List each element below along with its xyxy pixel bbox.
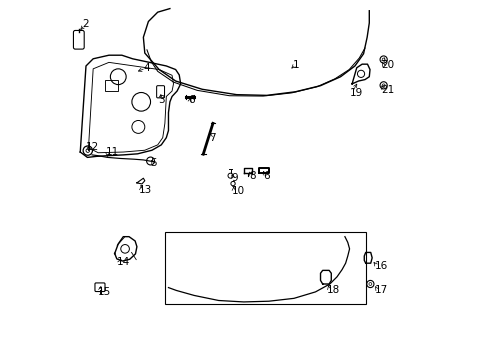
Text: 19: 19	[349, 88, 362, 98]
Bar	[105, 80, 118, 91]
Text: 11: 11	[105, 147, 119, 157]
Text: 6: 6	[263, 171, 269, 181]
Text: 5: 5	[150, 158, 157, 168]
Bar	[164, 232, 366, 304]
Text: 7: 7	[208, 133, 215, 143]
Text: 12: 12	[86, 142, 99, 152]
Text: 21: 21	[381, 85, 394, 95]
Text: 2: 2	[82, 19, 89, 29]
Text: 15: 15	[97, 287, 110, 297]
Text: 8: 8	[248, 171, 255, 181]
Text: 18: 18	[326, 285, 340, 295]
Text: 16: 16	[374, 261, 387, 271]
Text: 17: 17	[374, 285, 387, 295]
Text: 20: 20	[381, 60, 394, 70]
Text: 1: 1	[293, 59, 299, 69]
Text: 6: 6	[187, 95, 194, 105]
Text: 13: 13	[139, 185, 152, 195]
Text: 10: 10	[231, 186, 244, 197]
Text: 3: 3	[158, 95, 164, 105]
Text: 14: 14	[117, 257, 130, 267]
Text: 9: 9	[231, 173, 237, 183]
Text: 4: 4	[143, 63, 150, 73]
